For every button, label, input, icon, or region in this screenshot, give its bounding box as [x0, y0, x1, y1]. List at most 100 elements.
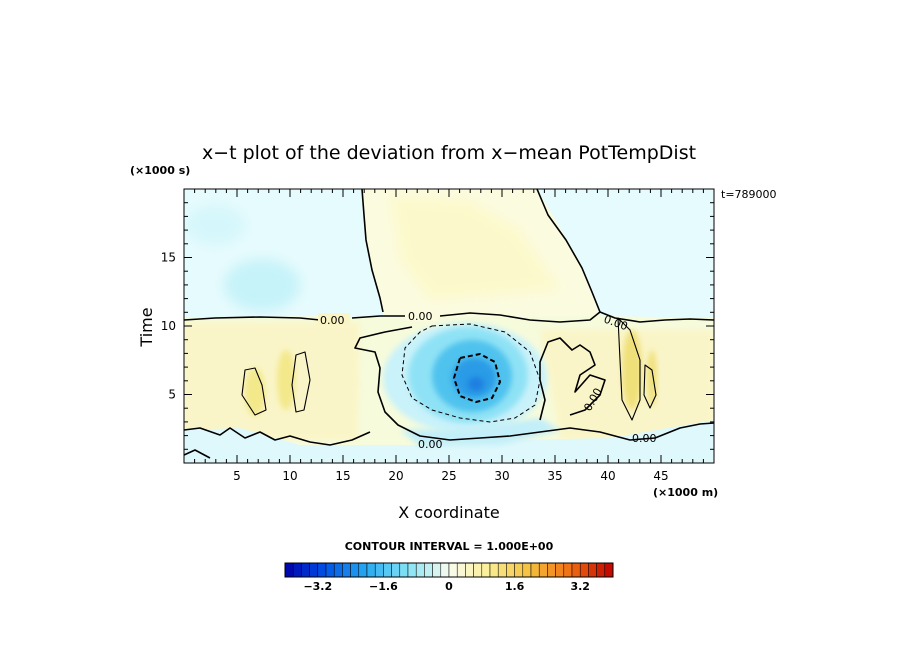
warm-streak-contour-2 [291, 351, 311, 413]
colorbar-cell [415, 562, 425, 578]
y-unit-label: (×1000 s) [130, 164, 190, 177]
colorbar-cell [547, 562, 556, 578]
warm-streak-contour-4 [643, 364, 657, 409]
x-tick-label: 20 [388, 469, 403, 483]
colorbar [284, 562, 614, 578]
zero-contour-interface [184, 311, 714, 323]
colorbar-cell [497, 562, 507, 578]
warm-streak-1 [245, 368, 265, 416]
minus-two-contour [453, 353, 501, 403]
x-tick-label: 45 [653, 469, 668, 483]
colorbar-tick-labels: −3.2 −1.6 0 1.6 3.2 [303, 580, 590, 593]
colorbar-cell [456, 562, 466, 578]
upper-cold-patch [224, 259, 300, 311]
colorbar-cell [407, 562, 417, 578]
minus-one-contour [401, 323, 541, 423]
contour-label-1: 0.00 [320, 314, 345, 327]
colorbar-cell [333, 562, 343, 578]
warm-streak-contour-3 [617, 317, 641, 421]
colorbar-cell [481, 562, 491, 578]
x-tick-label: 30 [494, 469, 509, 483]
colorbar-cell [292, 562, 302, 578]
colorbar-cell [358, 562, 368, 578]
x-tick-label: 10 [282, 469, 297, 483]
colorbar-cell [432, 562, 442, 578]
colorbar-cell [383, 562, 392, 578]
x-axis-label: X coordinate [398, 503, 499, 522]
colorbar-cell [530, 562, 540, 578]
colorbar-tick-label: 1.6 [505, 580, 525, 593]
x-tick-labels: 5 10 15 20 25 30 35 40 45 [233, 469, 668, 483]
warm-streak-3 [622, 330, 642, 410]
contours [184, 189, 714, 459]
upper-right-cold-region [537, 189, 714, 318]
colorbar-tick-label: −3.2 [303, 580, 332, 593]
colorbar-cell [538, 562, 548, 578]
zero-contour-anomaly [354, 326, 714, 441]
cold-anomaly-center [468, 377, 484, 391]
y-tick-labels: 5 10 15 [161, 251, 176, 402]
x-tick-label: 5 [233, 469, 241, 483]
colorbar-cell [309, 562, 319, 578]
warm-streak-contour-1 [241, 367, 267, 416]
colorbar-cell [596, 562, 606, 578]
colorbar-cell [448, 562, 458, 578]
x-tick-label: 25 [441, 469, 456, 483]
contour-label-6: 0.00 [632, 432, 657, 445]
colorbar-cell [522, 562, 532, 578]
colorbar-cell [604, 562, 614, 578]
axis-ticks [183, 188, 715, 464]
colorbar-cell [374, 562, 384, 578]
colorbar-cell [391, 562, 401, 578]
contour-label-5: 0.00 [418, 438, 443, 451]
x-unit-label: (×1000 m) [653, 486, 718, 499]
lower-warm-left [184, 322, 360, 440]
time-label: t=789000 [721, 188, 777, 201]
colorbar-cell [325, 562, 335, 578]
colorbar-cell [473, 562, 483, 578]
colorbar-frame [284, 562, 614, 578]
x-tick-label: 15 [335, 469, 350, 483]
colorbar-cell [350, 562, 360, 578]
colorbar-tick-label: 0 [445, 580, 453, 593]
warm-streak-4 [647, 350, 657, 406]
y-tick-label: 10 [161, 319, 176, 333]
colorbar-cell [465, 562, 474, 578]
colorbar-cell [424, 562, 433, 578]
colorbar-cell [555, 562, 565, 578]
zero-contour-plume-right [536, 189, 601, 313]
colorbar-cell [506, 562, 515, 578]
colorbar-cell [342, 562, 351, 578]
colorbar-cell [571, 562, 581, 578]
colorbar-cell [284, 562, 294, 578]
colorbar-tick-label: −1.6 [369, 580, 398, 593]
colorbar-tick-label: 3.2 [570, 580, 590, 593]
y-tick-label: 15 [161, 251, 176, 265]
colorbar-cell [489, 562, 499, 578]
warm-plume-core [390, 195, 560, 300]
colorbar-cell [399, 562, 409, 578]
chart-title: x−t plot of the deviation from x−mean Po… [202, 142, 696, 164]
zero-contour-right-arm [539, 337, 606, 421]
zero-contour-plume-left [361, 189, 384, 313]
colorbar-cell [563, 562, 573, 578]
y-axis-label: Time [137, 307, 156, 347]
colorbar-cell [440, 562, 450, 578]
colorbar-cell [514, 562, 524, 578]
y-tick-label: 5 [168, 388, 176, 402]
plot-area: 0.00 0.00 0.00 0.00 0.00 0.00 [184, 189, 714, 463]
colorbar-cell [301, 562, 310, 578]
x-tick-label: 40 [600, 469, 615, 483]
contour-label-2: 0.00 [408, 310, 433, 323]
zero-contour-lower-left [184, 427, 371, 459]
x-tick-label: 35 [547, 469, 562, 483]
colorbar-cell [588, 562, 597, 578]
warm-streak-2 [277, 350, 295, 410]
upper-cold-patch-2 [185, 205, 245, 245]
colorbar-cell [366, 562, 376, 578]
colorbar-cell [579, 562, 589, 578]
bottom-cold-strip [184, 420, 714, 463]
colorbar-cell [317, 562, 327, 578]
contour-interval-label: CONTOUR INTERVAL = 1.000E+00 [345, 540, 554, 553]
